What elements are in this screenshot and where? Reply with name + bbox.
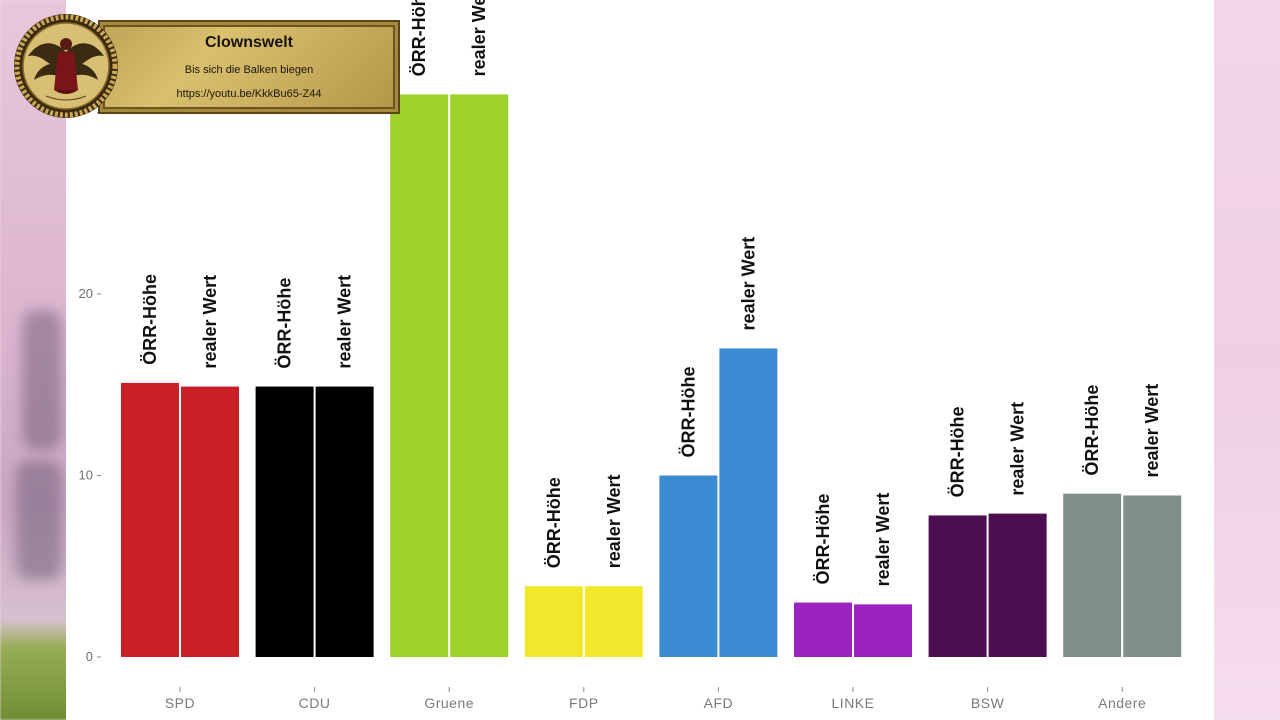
- bar-linke-series-2: [854, 604, 912, 657]
- x-tick-label-andere: Andere: [1098, 695, 1146, 711]
- y-tick-label: 0: [86, 649, 93, 664]
- x-tick-label-linke: LINKE: [832, 695, 875, 711]
- blurred-background-left: [0, 0, 68, 720]
- x-tick-label-fdp: FDP: [569, 695, 599, 711]
- y-tick-label: 20: [79, 286, 93, 301]
- bar-label: ÖRR-Höhe: [1082, 385, 1102, 476]
- bar-bsw-series-2: [988, 513, 1047, 657]
- bar-label: realer Wert: [335, 275, 355, 369]
- bar-spd-series-1: [121, 382, 179, 657]
- bar-cdu-series-2: [315, 386, 374, 657]
- bar-gruene-series-1: [390, 94, 449, 658]
- bar-bsw-series-1: [928, 515, 987, 657]
- bar-fdp-series-2: [584, 586, 643, 657]
- bar-fdp-series-1: [524, 586, 583, 657]
- bar-linke-series-1: [794, 602, 852, 657]
- bar-label: ÖRR-Höhe: [275, 278, 295, 369]
- x-tick-label-gruene: Gruene: [424, 695, 474, 711]
- y-tick-label: 10: [79, 468, 93, 483]
- bar-label: ÖRR-Höhe: [813, 494, 833, 585]
- bar-label: realer Wert: [873, 493, 893, 587]
- watermark-banner: Clownswelt Bis sich die Balken biegen ht…: [98, 20, 400, 114]
- bar-label: realer Wert: [469, 0, 489, 76]
- bar-afd-series-1: [659, 475, 718, 657]
- bar-label: realer Wert: [604, 474, 624, 568]
- x-tick-label-bsw: BSW: [971, 695, 1005, 711]
- bar-label: ÖRR-Höhe: [948, 406, 968, 497]
- bar-andere-series-1: [1063, 493, 1122, 657]
- bar-label: ÖRR-Höhe: [140, 274, 160, 365]
- eris-logo-icon: [14, 14, 118, 118]
- blurred-background-right: [1212, 0, 1280, 720]
- bar-chart: 0 10 20 ÖRR-Höhe realer Wert SPD ÖRR-Höhe reale…: [79, 0, 1182, 711]
- bar-cdu-series-1: [255, 386, 314, 657]
- bar-label: realer Wert: [1008, 402, 1028, 496]
- watermark-title: Clownswelt: [204, 34, 293, 51]
- bar-label: realer Wert: [1142, 384, 1162, 478]
- bar-spd-series-2: [181, 386, 239, 657]
- x-tick-label-afd: AFD: [704, 695, 734, 711]
- bar-label: realer Wert: [200, 275, 220, 369]
- x-tick-label-spd: SPD: [165, 695, 195, 711]
- bar-label: ÖRR-Höhe: [544, 477, 564, 568]
- bar-label: ÖRR-Höhe: [409, 0, 429, 76]
- watermark-subtitle: Bis sich die Balken biegen: [184, 64, 314, 76]
- bar-label: realer Wert: [738, 237, 758, 331]
- chart-panel: 0 10 20 ÖRR-Höhe realer Wert SPD ÖRR-Höhe reale…: [66, 0, 1214, 720]
- x-tick-label-cdu: CDU: [299, 695, 331, 711]
- bar-label: ÖRR-Höhe: [678, 367, 698, 458]
- bar-andere-series-2: [1123, 495, 1182, 657]
- watermark-url: https://youtu.be/KkkBu65-Z44: [176, 88, 322, 100]
- bar-afd-series-2: [719, 348, 778, 657]
- bar-gruene-series-2: [450, 94, 509, 658]
